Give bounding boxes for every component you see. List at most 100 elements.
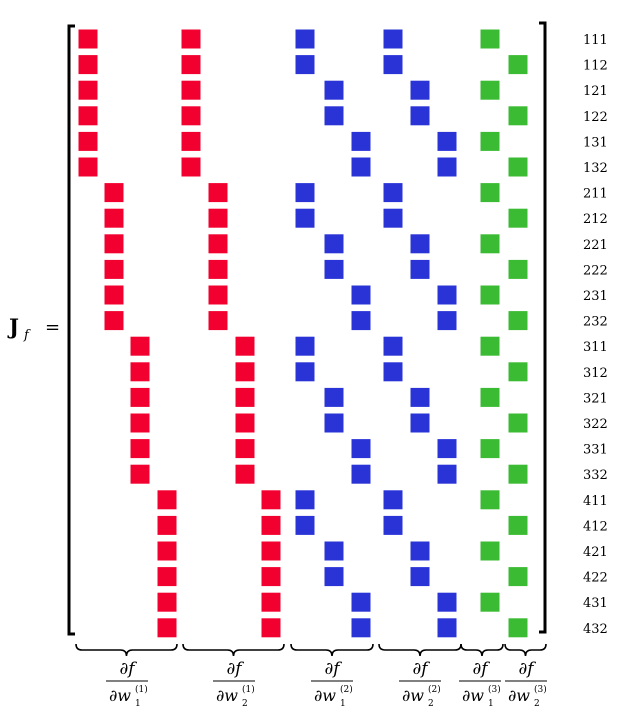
- row-label: 331: [583, 443, 608, 458]
- cell-dw-3: [508, 208, 528, 228]
- cell-dw1-1: [78, 29, 98, 49]
- right-bracket: [539, 21, 547, 634]
- cell-dw2-2: [410, 387, 430, 407]
- denominator-superscript: (3): [534, 684, 547, 695]
- denominator-subscript: 2: [242, 699, 248, 709]
- row-label: 132: [583, 161, 608, 176]
- cell-dw2-1: [208, 208, 228, 228]
- cell-dw1-1: [130, 387, 150, 407]
- denominator-superscript: (1): [135, 684, 148, 695]
- row-label: 412: [583, 519, 608, 534]
- cell-dw1-2: [351, 157, 371, 177]
- cell-dw1-1: [157, 618, 177, 638]
- cell-dw-3: [480, 592, 500, 612]
- cell-dw2-1: [235, 387, 255, 407]
- cell-dw1-2: [351, 131, 371, 151]
- jacobian-subscript: f: [23, 328, 31, 343]
- denominator-subscript: 1: [135, 699, 141, 709]
- cell-dw1-1: [130, 464, 150, 484]
- cell-dw-3: [508, 515, 528, 535]
- row-label: 221: [583, 238, 608, 253]
- cell-dw2-1: [181, 157, 201, 177]
- cell-dw2-2: [437, 311, 457, 331]
- cell-dw2-1: [181, 29, 201, 49]
- row-label: 421: [583, 545, 608, 560]
- row-label: 211: [583, 187, 608, 202]
- cell-dw1-2: [295, 515, 315, 535]
- cell-dw1-1: [130, 336, 150, 356]
- cell-dw2-1: [208, 259, 228, 279]
- cell-dw-3: [480, 490, 500, 510]
- cell-dw2-2: [383, 29, 403, 49]
- cell-dw1-2: [324, 413, 344, 433]
- row-label: 131: [583, 135, 608, 150]
- cell-dw1-2: [351, 439, 371, 459]
- cell-dw2-2: [437, 285, 457, 305]
- cell-dw1-2: [324, 387, 344, 407]
- column-braces: [75, 643, 547, 657]
- cell-dw2-1: [261, 592, 281, 612]
- row-label: 122: [583, 110, 608, 125]
- cell-dw2-1: [235, 439, 255, 459]
- cell-dw1-2: [295, 29, 315, 49]
- cell-dw2-1: [181, 106, 201, 126]
- cell-dw1-2: [351, 285, 371, 305]
- cell-dw-3: [508, 55, 528, 75]
- cell-dw1-1: [104, 234, 124, 254]
- curly-brace: [290, 643, 374, 657]
- left-bracket: [67, 24, 75, 636]
- cell-dw-3: [480, 183, 500, 203]
- fraction-numerator: ∂f: [324, 659, 342, 679]
- row-label: 332: [583, 468, 608, 483]
- denominator-subscript: 1: [340, 699, 346, 709]
- fraction-numerator: ∂f: [119, 659, 137, 679]
- cell-dw1-2: [295, 183, 315, 203]
- fraction-denominator: ∂w: [314, 686, 336, 705]
- cell-dw-3: [480, 29, 500, 49]
- lhs-expression: J f =: [7, 314, 60, 343]
- cell-dw1-1: [78, 131, 98, 151]
- cell-dw-3: [508, 311, 528, 331]
- cell-dw2-1: [261, 618, 281, 638]
- jacobian-symbol: J: [7, 314, 19, 339]
- column-labels: ∂f ∂w 1 (1) ∂f ∂w 2 (1) ∂f ∂w 1 (2) ∂f ∂w 2 (2) ∂f ∂w 1 (3)…: [106, 659, 547, 709]
- row-label: 422: [583, 571, 608, 586]
- cell-dw1-1: [157, 541, 177, 561]
- cell-dw2-2: [410, 541, 430, 561]
- cell-dw1-1: [78, 106, 98, 126]
- cell-dw-3: [508, 567, 528, 587]
- cell-dw2-2: [437, 464, 457, 484]
- denominator-subscript: 1: [488, 699, 494, 709]
- fraction-denominator: ∂w: [462, 686, 484, 705]
- cell-dw-3: [480, 285, 500, 305]
- denominator-superscript: (2): [428, 684, 441, 695]
- cell-dw-3: [480, 131, 500, 151]
- cell-dw1-1: [104, 285, 124, 305]
- denominator-subscript: 2: [534, 699, 540, 709]
- cell-dw-3: [508, 618, 528, 638]
- cell-dw1-1: [157, 515, 177, 535]
- cell-dw2-2: [383, 55, 403, 75]
- cell-dw2-1: [181, 131, 201, 151]
- cell-dw2-1: [208, 311, 228, 331]
- cell-dw1-1: [157, 567, 177, 587]
- curly-brace: [378, 643, 462, 657]
- cell-dw2-2: [437, 592, 457, 612]
- cell-dw2-1: [208, 285, 228, 305]
- cell-dw2-1: [181, 80, 201, 100]
- row-label: 212: [583, 212, 608, 227]
- cell-dw-3: [480, 387, 500, 407]
- cell-dw2-2: [410, 80, 430, 100]
- cell-dw1-1: [78, 80, 98, 100]
- partial-derivative-label: ∂f ∂w 1 (2): [311, 659, 353, 709]
- cell-dw-3: [480, 439, 500, 459]
- cell-dw2-2: [410, 259, 430, 279]
- row-label: 312: [583, 366, 608, 381]
- partial-derivative-label: ∂f ∂w 2 (1): [213, 659, 255, 709]
- fraction-numerator: ∂f: [226, 659, 244, 679]
- row-label: 112: [583, 59, 608, 74]
- cell-dw2-1: [235, 362, 255, 382]
- denominator-superscript: (1): [242, 684, 255, 695]
- fraction-numerator: ∂f: [472, 659, 490, 679]
